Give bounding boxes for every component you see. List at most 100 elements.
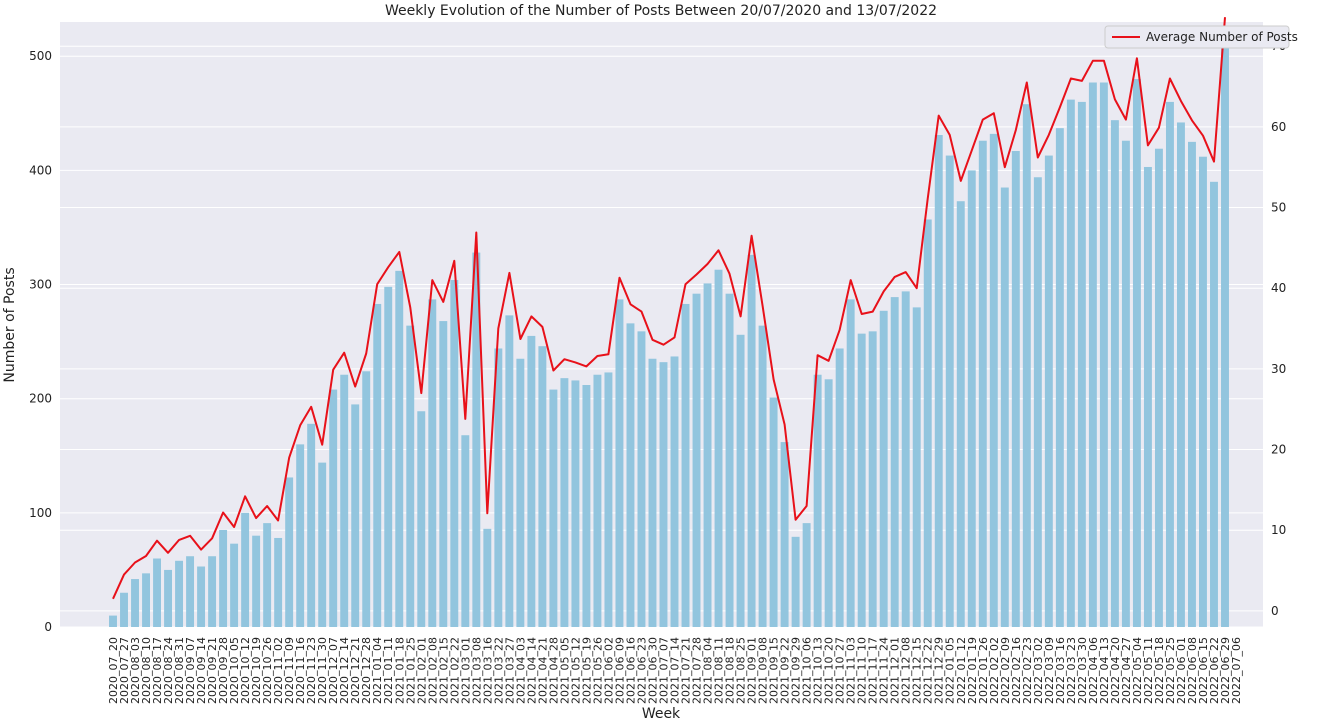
x-axis-label: Week [642,706,681,722]
y-tick-label: 0 [44,620,52,634]
x-tick-label: 2021_01_04 [371,637,384,704]
bar [153,558,162,627]
x-tick-label: 2021_04_14 [525,637,538,704]
bar [637,331,646,627]
y2-tick-label: 10 [1271,523,1286,537]
x-tick-label: 2021_12_08 [900,637,913,704]
x-tick-label: 2020_08_17 [151,637,164,704]
bar [1132,79,1141,628]
x-tick-label: 2022_04_27 [1120,637,1133,704]
bar [1221,36,1229,628]
x-tick-label: 2020_10_12 [239,637,252,704]
x-tick-label: 2021_09_08 [757,637,770,704]
bar [142,573,150,627]
bar [406,325,415,627]
x-tick-label: 2021_06_23 [635,637,648,704]
bar [901,291,910,627]
bar [450,279,459,627]
x-tick-label: 2021_05_05 [558,637,571,704]
x-tick-label: 2022_06_15 [1197,637,1210,704]
bar [769,397,778,627]
bar [1000,187,1009,628]
x-tick-label: 2021_09_22 [779,637,792,704]
bar [428,299,437,627]
bar [516,358,525,627]
bar [1099,82,1108,627]
x-tick-label: 2022_04_20 [1109,637,1122,704]
x-tick-label: 2021_06_09 [613,637,626,704]
bar [494,348,503,627]
bar [1022,104,1031,628]
bar [912,307,921,627]
x-tick-label: 2020_10_05 [228,637,241,704]
bar [648,358,657,627]
bar [230,543,239,627]
bar [857,333,866,627]
bar [252,535,261,627]
y2-tick-label: 60 [1271,120,1286,134]
x-tick-label: 2020_12_21 [349,637,362,704]
x-tick-label: 2021_06_30 [646,637,659,704]
x-tick-label: 2021_02_01 [415,637,428,704]
bar [747,254,756,627]
bar [296,444,305,627]
bar [593,374,602,627]
x-tick-label: 2021_11_10 [856,637,869,704]
x-tick-label: 2021_03_27 [503,637,516,704]
bar [351,404,360,627]
x-tick-label: 2022_05_25 [1164,637,1177,704]
bar [692,293,701,627]
x-tick-label: 2021_10_27 [834,637,847,704]
bar [791,536,800,627]
x-tick-label: 2020_11_30 [316,637,329,704]
bar [890,297,899,627]
bar [1066,99,1075,628]
x-tick-label: 2020_07_20 [107,637,120,704]
bar [879,310,888,627]
x-tick-label: 2022_03_02 [1032,637,1045,704]
bar [934,135,943,627]
chart-title: Weekly Evolution of the Number of Posts … [385,3,937,19]
x-tick-label: 2021_07_21 [680,637,693,704]
bar [362,371,371,627]
x-tick-label: 2021_08_11 [713,637,726,704]
bar [307,423,316,627]
x-tick-label: 2021_03_01 [459,637,472,704]
y-tick-label: 100 [29,506,52,520]
x-tick-label: 2020_09_14 [195,637,208,704]
bar [604,372,613,627]
x-tick-label: 2022_02_09 [999,637,1012,704]
x-tick-label: 2022_03_16 [1054,637,1067,704]
bar [208,556,217,627]
bar [659,362,668,627]
bar [714,269,723,627]
bar [274,537,283,627]
x-tick-label: 2022_05_18 [1153,637,1166,704]
bar [681,303,690,627]
x-tick-label: 2020_11_16 [294,637,307,704]
x-tick-label: 2021_08_04 [702,637,715,704]
bar [120,592,128,627]
x-tick-label: 2022_02_02 [988,637,1001,704]
y-axis-label: Number of Posts [2,267,18,382]
legend: Average Number of Posts [1104,25,1298,49]
right-y-axis: 010203040506070 [1271,39,1286,618]
bar [373,303,382,627]
x-tick-label: 2020_10_26 [261,637,274,704]
bar [846,299,855,627]
x-tick-label: 2021_04_03 [514,637,527,704]
y2-tick-label: 50 [1271,201,1286,215]
bar [131,579,139,627]
x-tick-label: 2021_11_17 [867,637,880,704]
x-tick-label: 2022_01_05 [944,637,957,704]
x-tick-label: 2020_11_23 [305,637,318,704]
x-tick-label: 2022_05_04 [1131,637,1144,704]
x-tick-label: 2021_11_24 [878,637,891,704]
x-tick-label: 2020_09_21 [206,637,219,704]
x-tick-label: 2021_01_11 [382,637,395,704]
bar [197,566,206,627]
x-tick-label: 2021_10_13 [812,637,825,704]
bar [417,411,426,627]
x-tick-label: 2020_08_03 [129,637,142,704]
bar [1088,82,1097,627]
